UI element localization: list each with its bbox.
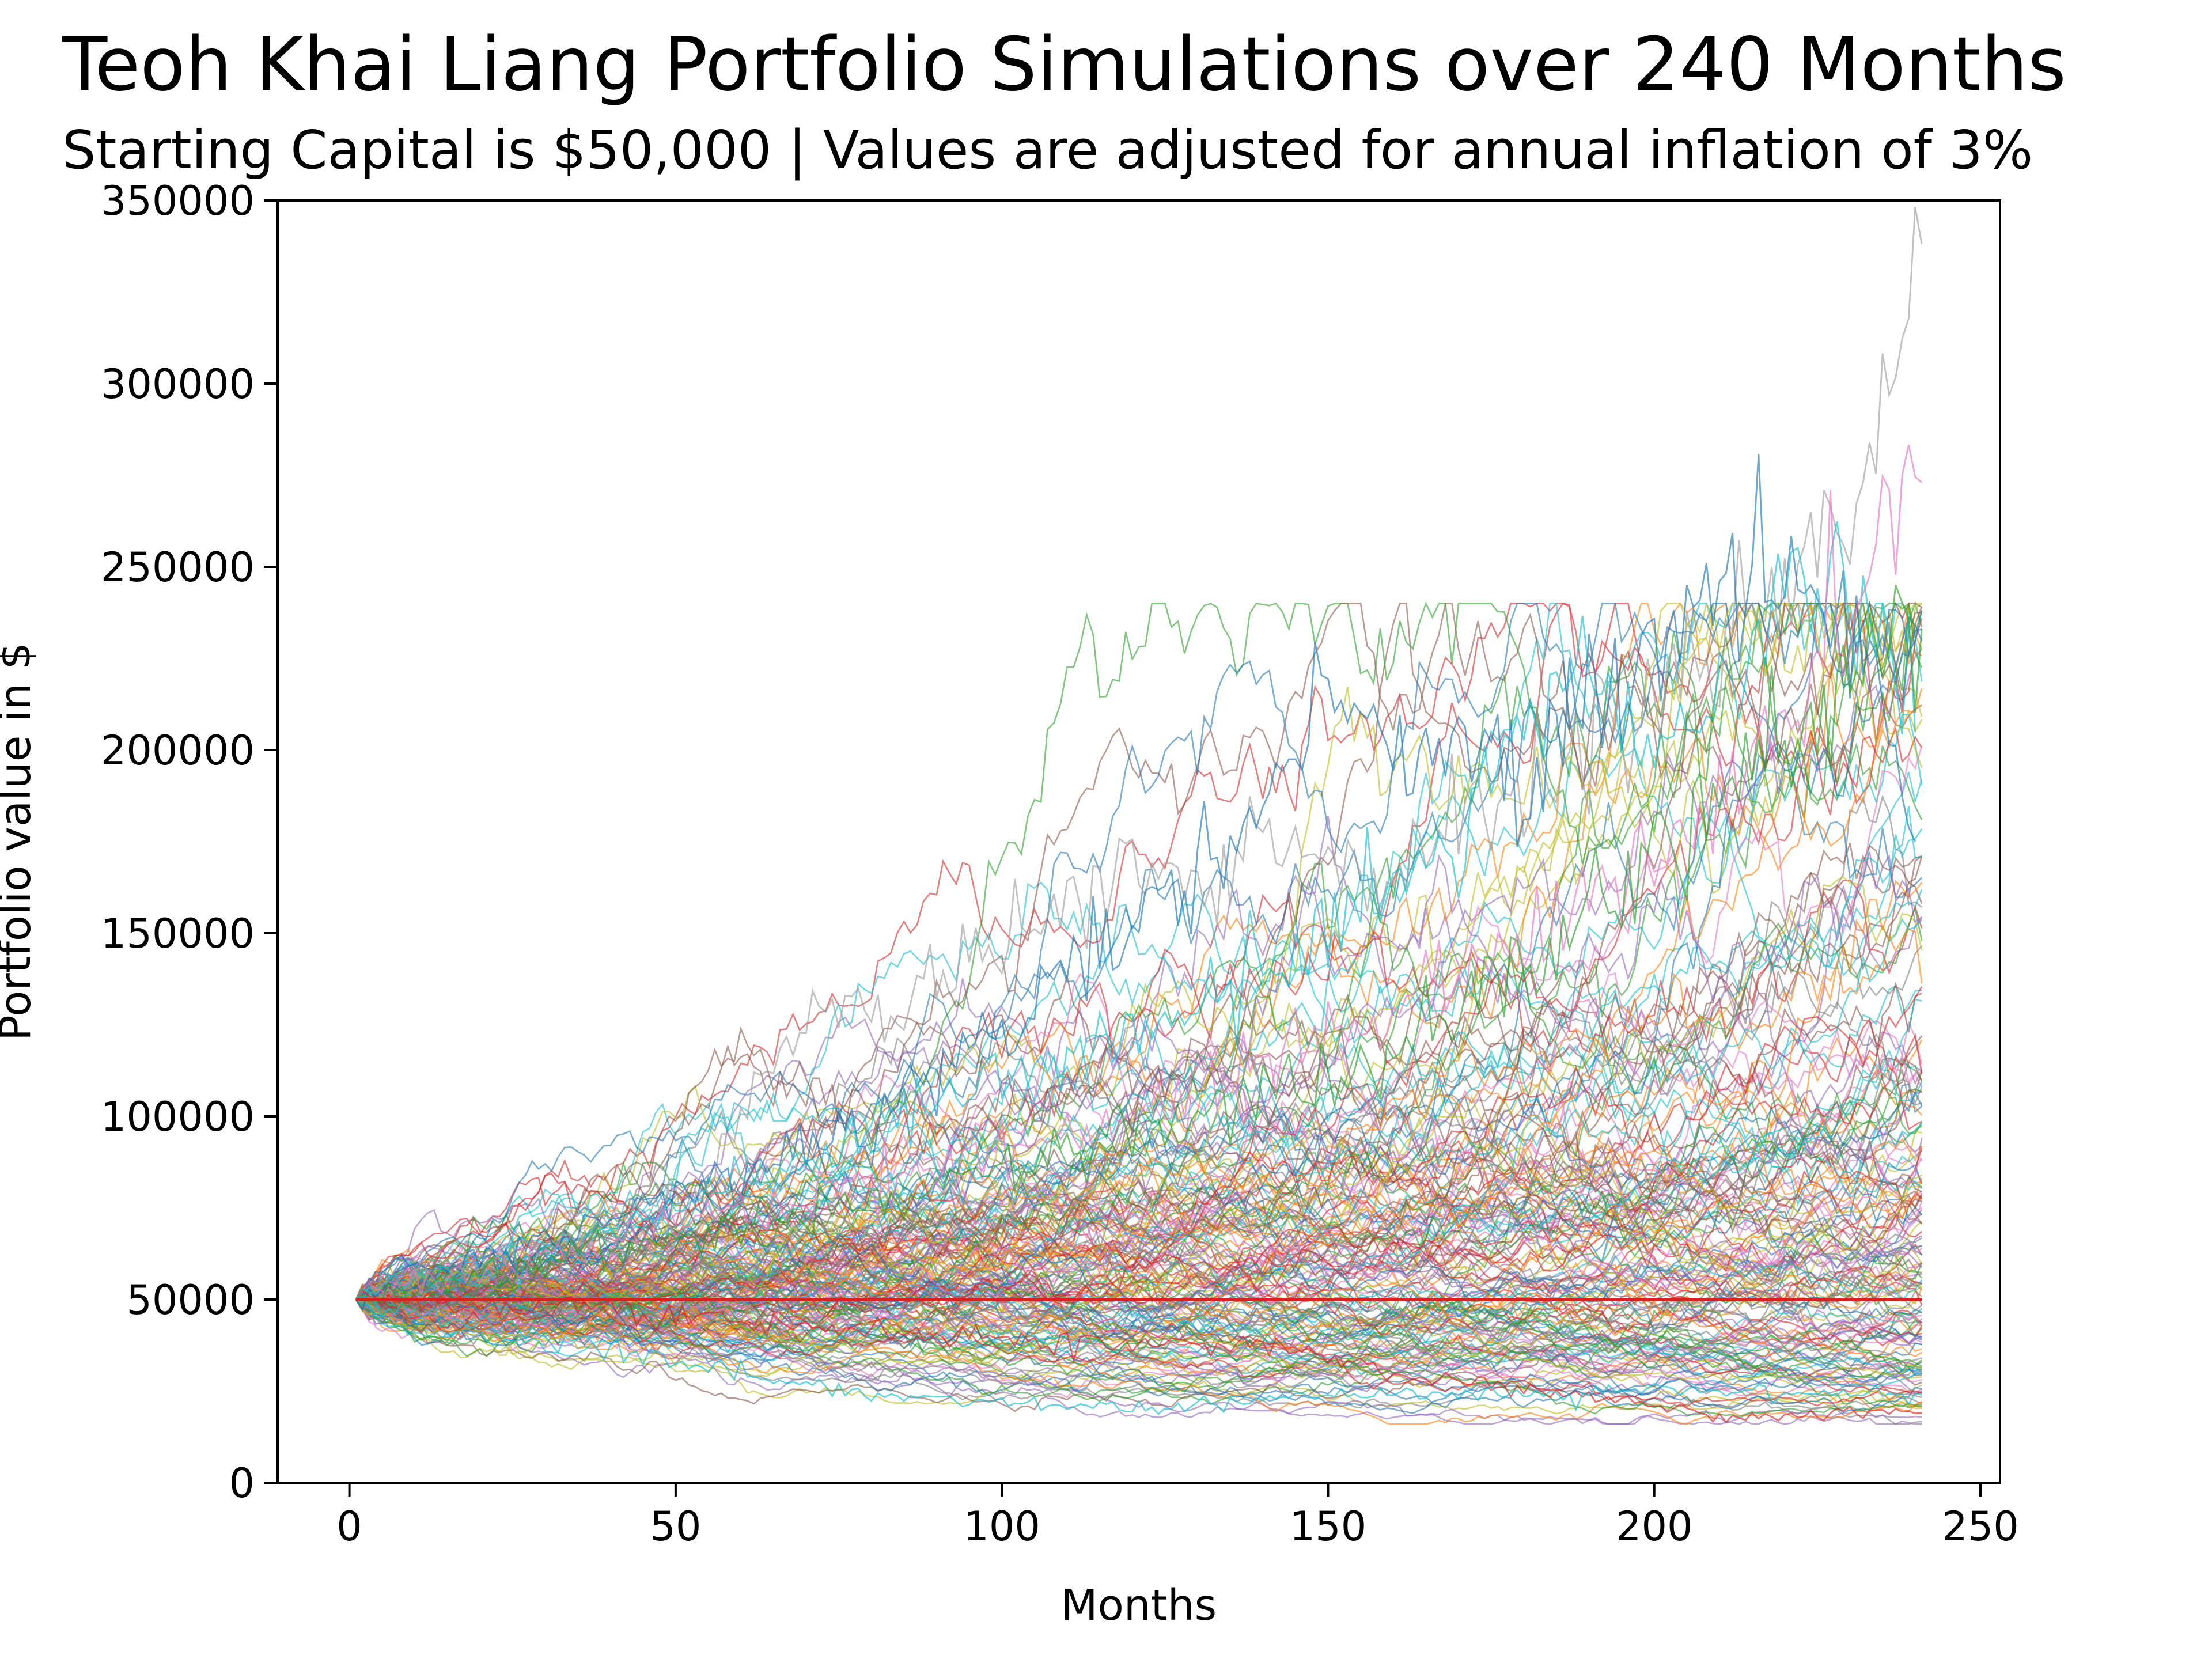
y-tick-label: 0 (229, 1460, 255, 1507)
simulation-line (355, 603, 1922, 1302)
simulation-line (355, 851, 1922, 1301)
simulation-line (355, 743, 1923, 1300)
simulation-line (355, 648, 1923, 1308)
x-tick-label: 50 (650, 1503, 701, 1550)
simulation-line (355, 1255, 1922, 1425)
simulation-line (355, 1062, 1923, 1318)
simulation-line-highlight (355, 1287, 1922, 1415)
simulation-line (355, 1262, 1922, 1350)
y-axis: 0 50000 100000 150000 200000 250000 300000 3500… (101, 177, 278, 1507)
simulation-line (355, 986, 1923, 1314)
x-tick-label: 250 (1942, 1503, 2019, 1550)
simulation-lines (355, 207, 1923, 1425)
simulation-line (355, 1267, 1922, 1374)
simulation-line-highlight (355, 521, 1916, 1304)
y-tick-label: 150000 (101, 910, 255, 957)
simulation-line (355, 972, 1922, 1342)
simulation-line (355, 1147, 1923, 1360)
simulation-line (355, 918, 1923, 1308)
y-tick-label: 100000 (101, 1093, 255, 1141)
simulation-line (355, 745, 1923, 1362)
y-tick-label: 350000 (101, 177, 255, 225)
simulation-line-highlight (355, 454, 1916, 1312)
simulation-line (355, 828, 1923, 1303)
simulation-line (355, 816, 1923, 1300)
simulation-line (355, 1298, 1922, 1410)
simulation-line (355, 639, 1922, 1310)
plot-frame (276, 199, 2001, 1484)
x-tick-label: 150 (1290, 1503, 1367, 1550)
simulation-line-highlight (355, 1289, 1922, 1424)
simulation-line (355, 1271, 1923, 1392)
simulation-line (355, 1291, 1923, 1389)
chart-subtitle: Starting Capital is $50,000 | Values are… (62, 119, 2033, 181)
y-tick-label: 50000 (126, 1277, 255, 1324)
simulation-line (355, 1211, 1922, 1335)
simulation-line (355, 1264, 1922, 1366)
simulation-line (355, 1271, 1922, 1383)
simulation-line (355, 600, 1923, 1300)
y-tick-label: 250000 (101, 544, 255, 591)
x-axis-label: Months (1061, 1581, 1217, 1630)
simulation-line (355, 1128, 1923, 1310)
simulation-line (355, 601, 1923, 1312)
simulation-line (355, 1278, 1922, 1408)
y-tick-label: 200000 (101, 727, 255, 774)
chart-title: Teoh Khai Liang Portfolio Simulations ov… (62, 22, 2066, 108)
simulation-line (355, 688, 1923, 1304)
x-tick-label: 200 (1616, 1503, 1693, 1550)
simulation-line-highlight (355, 585, 1923, 1305)
simulation-line (355, 1033, 1923, 1318)
x-axis: 0 50 100 150 200 250 (336, 1483, 2019, 1550)
y-axis-label: Portfolio value in $ (0, 642, 40, 1041)
x-tick-label: 100 (963, 1503, 1040, 1550)
simulation-line (355, 1094, 1922, 1300)
simulation-line (355, 880, 1923, 1346)
simulation-line (355, 1263, 1922, 1393)
y-tick-label: 300000 (101, 361, 255, 408)
simulation-line (355, 1145, 1923, 1304)
x-tick-label: 0 (336, 1503, 362, 1550)
